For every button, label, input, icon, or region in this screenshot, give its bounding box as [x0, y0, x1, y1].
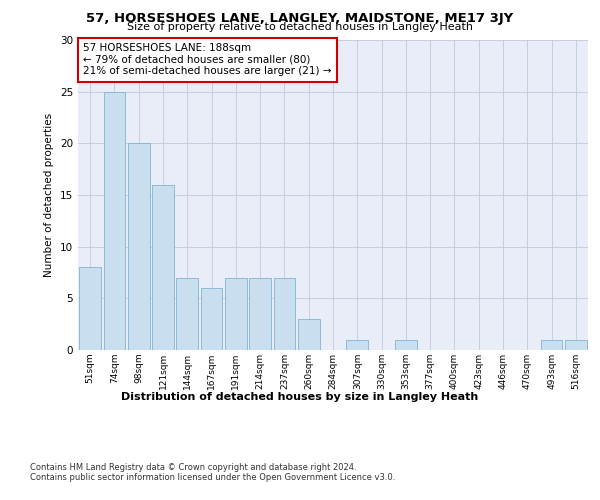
- Bar: [104, 92, 125, 350]
- Text: 57, HORSESHOES LANE, LANGLEY, MAIDSTONE, ME17 3JY: 57, HORSESHOES LANE, LANGLEY, MAIDSTONE,…: [86, 12, 514, 25]
- Text: Contains public sector information licensed under the Open Government Licence v3: Contains public sector information licen…: [30, 472, 395, 482]
- Bar: [152, 184, 174, 350]
- Bar: [274, 278, 295, 350]
- Text: Size of property relative to detached houses in Langley Heath: Size of property relative to detached ho…: [127, 22, 473, 32]
- Bar: [298, 319, 320, 350]
- Bar: [346, 340, 368, 350]
- Bar: [249, 278, 271, 350]
- Text: Distribution of detached houses by size in Langley Heath: Distribution of detached houses by size …: [121, 392, 479, 402]
- Bar: [541, 340, 562, 350]
- Y-axis label: Number of detached properties: Number of detached properties: [44, 113, 55, 277]
- Bar: [200, 288, 223, 350]
- Bar: [395, 340, 417, 350]
- Bar: [225, 278, 247, 350]
- Text: 57 HORSESHOES LANE: 188sqm
← 79% of detached houses are smaller (80)
21% of semi: 57 HORSESHOES LANE: 188sqm ← 79% of deta…: [83, 43, 332, 76]
- Bar: [176, 278, 198, 350]
- Bar: [79, 268, 101, 350]
- Bar: [565, 340, 587, 350]
- Bar: [128, 144, 149, 350]
- Text: Contains HM Land Registry data © Crown copyright and database right 2024.: Contains HM Land Registry data © Crown c…: [30, 462, 356, 471]
